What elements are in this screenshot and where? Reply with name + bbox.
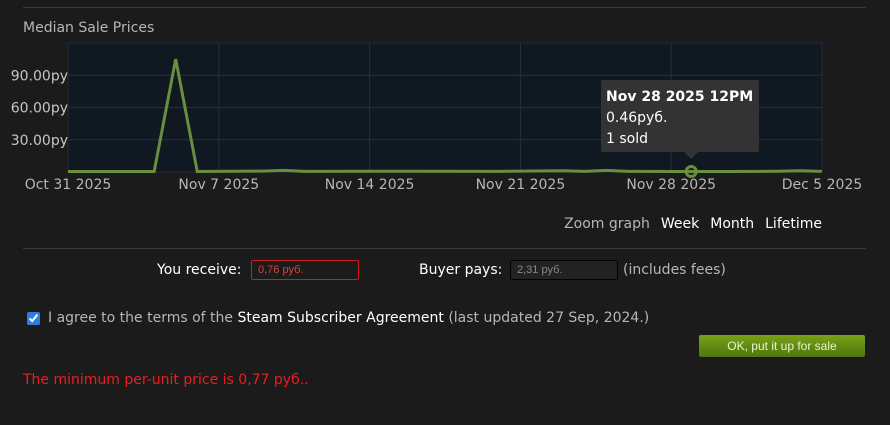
zoom-week-link[interactable]: Week: [660, 216, 700, 232]
price-history-chart[interactable]: 90.00py 60.00py 30.00py Oct 31 2025 Nov 7 20…: [0, 0, 890, 200]
x-tick-label: Nov 28 2025: [626, 177, 716, 193]
zoom-lifetime-link[interactable]: Lifetime: [765, 216, 822, 232]
y-tick-label: 90.00py: [11, 68, 68, 84]
error-message: The minimum per-unit price is 0,77 руб..: [23, 372, 309, 388]
chart-title: Median Sale Prices: [23, 20, 155, 36]
agreement-row: I agree to the terms of the Steam Subscr…: [27, 310, 649, 326]
agree-checkbox[interactable]: [27, 311, 40, 325]
divider: [23, 248, 866, 249]
tooltip-arrow: [684, 152, 699, 159]
y-tick-label: 30.00py: [11, 133, 68, 149]
buyer-pays-label: Buyer pays:: [419, 262, 503, 278]
x-tick-label: Dec 5 2025: [782, 177, 863, 193]
you-receive-label: You receive:: [157, 262, 242, 278]
highlight-point: [684, 165, 698, 179]
put-up-for-sale-button[interactable]: OK, put it up for sale: [699, 335, 865, 357]
you-receive-input[interactable]: 0,76 руб.: [251, 260, 359, 280]
tooltip-price: 0.46руб.: [606, 110, 667, 126]
zoom-month-link[interactable]: Month: [710, 216, 755, 232]
x-tick-label: Nov 14 2025: [325, 177, 415, 193]
tooltip-box: [601, 80, 759, 152]
tooltip-date: Nov 28 2025 12PM: [606, 89, 753, 105]
zoom-controls: Zoom graph Week Month Lifetime: [564, 216, 822, 232]
agree-prefix: I agree to the terms of the: [48, 310, 234, 326]
tooltip-sold: 1 sold: [606, 131, 648, 147]
x-tick-label: Nov 21 2025: [476, 177, 566, 193]
x-tick-label: Oct 31 2025: [25, 177, 112, 193]
label-clip: [0, 176, 23, 196]
x-tick-label: Nov 7 2025: [178, 177, 259, 193]
subscriber-agreement-link[interactable]: Steam Subscriber Agreement: [237, 310, 444, 326]
y-tick-label: 60.00py: [11, 101, 68, 117]
agree-suffix: (last updated 27 Sep, 2024.): [448, 310, 650, 326]
zoom-label: Zoom graph: [564, 216, 650, 232]
fees-note: (includes fees): [623, 262, 726, 278]
buyer-pays-input[interactable]: 2,31 руб.: [510, 260, 618, 280]
series-line: [68, 58, 823, 174]
divider: [23, 7, 866, 8]
